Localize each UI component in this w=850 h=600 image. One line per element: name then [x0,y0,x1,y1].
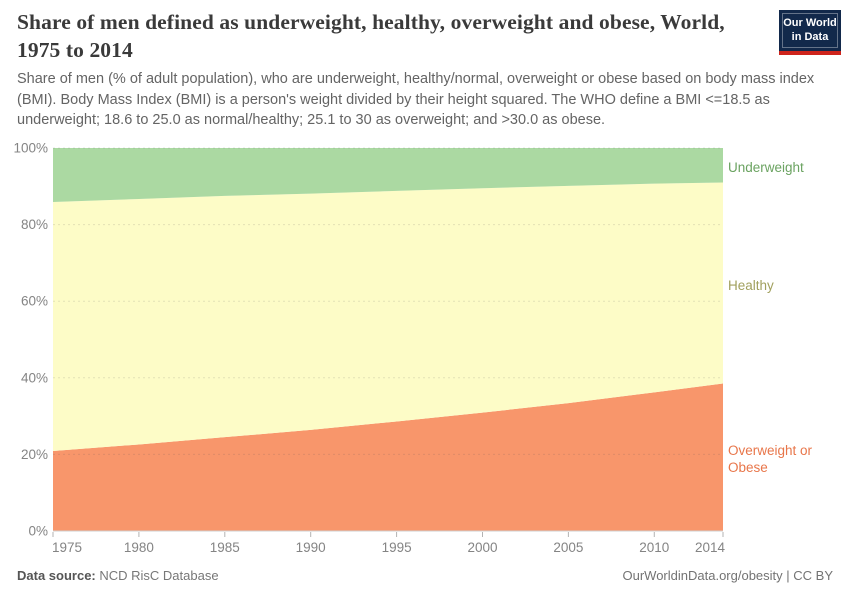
owid-logo-stripe [779,51,841,55]
owid-logo[interactable]: Our World in Data [779,10,841,55]
y-axis-tick-label: 80% [21,217,48,232]
y-axis-tick-label: 40% [21,370,48,385]
owid-logo-line2: in Data [791,30,829,43]
x-axis-tick-label: 2000 [467,540,497,555]
x-axis-tick-label: 2005 [553,540,583,555]
area-underweight[interactable] [53,148,723,203]
x-axis-tick-label: 1980 [124,540,154,555]
x-axis-tick-label: 1990 [296,540,326,555]
data-source-value: NCD RisC Database [95,568,219,583]
series-label-overweight-or-obese[interactable]: Overweight or Obese [728,443,813,475]
series-label-underweight[interactable]: Underweight [728,160,804,175]
series-label-healthy[interactable]: Healthy [728,278,774,293]
data-source-note: Data source: NCD RisC Database [17,568,219,583]
y-axis-tick-label: 100% [13,141,48,156]
y-axis-tick-label: 60% [21,294,48,309]
data-source-label: Data source: [17,568,96,583]
x-axis-tick-label: 1995 [382,540,412,555]
y-axis-tick-label: 20% [21,447,48,462]
chart-subtitle: Share of men (% of adult population), wh… [17,71,815,129]
area-healthy[interactable] [53,182,723,451]
x-axis-tick-label: 2014 [695,540,726,555]
y-axis-tick-label: 0% [28,524,48,539]
x-axis-tick-label: 1975 [52,540,82,555]
area-overweight-or-obese[interactable] [53,383,723,531]
owid-cc-link[interactable]: OurWorldinData.org/obesity | CC BY [622,568,834,583]
owid-logo-line1: Our World [783,17,837,30]
chart-title: Share of men defined as underweight, hea… [17,10,725,62]
x-axis-tick-label: 1985 [210,540,240,555]
x-axis-tick-label: 2010 [639,540,669,555]
chart-footer: Data source: NCD RisC Database OurWorldi… [17,568,833,583]
owid-logo-text: Our World in Data [782,13,838,48]
